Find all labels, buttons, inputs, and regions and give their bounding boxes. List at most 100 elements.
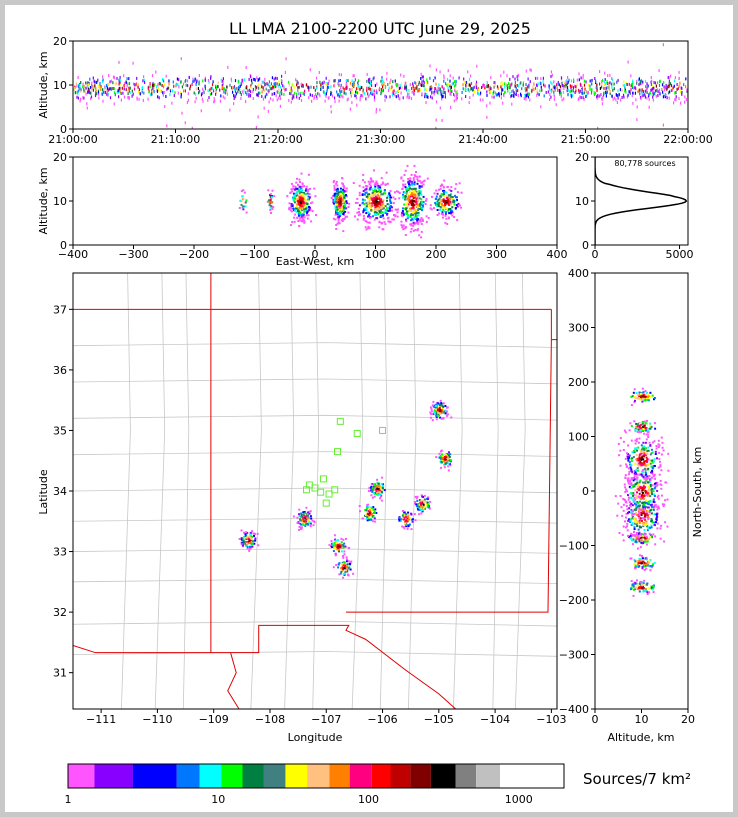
map-source-mark (296, 522, 299, 524)
map-source-mark (448, 457, 450, 460)
county-line (154, 273, 166, 709)
ew-source-mark (376, 182, 379, 185)
ew-source-mark (405, 189, 408, 192)
map-source-mark (379, 497, 382, 500)
time-source-mark (176, 77, 178, 81)
time-source-mark (270, 82, 272, 86)
ew-source-mark (306, 210, 309, 213)
map-source-mark (440, 457, 443, 460)
ew-source-mark (336, 187, 339, 190)
map-source-mark (244, 533, 247, 536)
ns-source-mark (641, 393, 644, 396)
ns-source-mark (640, 536, 643, 539)
ns-source-mark (644, 390, 647, 393)
time-source-mark (669, 90, 671, 94)
ew-source-mark (419, 208, 422, 210)
ew-source-mark (380, 209, 383, 212)
ns-source-mark (630, 508, 633, 511)
time-source-mark (314, 88, 316, 92)
ns-source-mark (648, 428, 651, 431)
ns-source-mark (648, 475, 651, 477)
time-source-mark (186, 79, 189, 83)
time-source-mark (300, 91, 302, 95)
time-source-mark (488, 88, 490, 92)
time-source-mark (210, 89, 212, 93)
time-source-mark (372, 92, 374, 96)
ns-source-mark (642, 510, 645, 513)
ew-source-mark (365, 220, 368, 223)
time-source-mark (186, 101, 188, 104)
ns-source-mark (633, 451, 636, 454)
map-source-mark (359, 510, 361, 513)
time-source-mark (634, 85, 636, 89)
ns-source-mark (636, 537, 639, 540)
ew-source-mark (298, 225, 301, 228)
ns-source-mark (646, 457, 649, 460)
map-source-mark (443, 463, 446, 466)
ew-source-mark (419, 206, 422, 209)
ns-source-mark (641, 557, 644, 560)
ns-source-mark (649, 565, 652, 568)
time-source-mark (656, 88, 659, 92)
time-source-mark (276, 98, 278, 102)
map-source-mark (410, 528, 413, 531)
time-source-mark (210, 75, 212, 79)
ew-source-mark (451, 206, 454, 209)
ns-source-mark (647, 433, 649, 436)
time-source-mark (478, 92, 480, 96)
ew-source-mark (404, 191, 406, 194)
time-source-mark (193, 79, 195, 83)
time-source-mark (540, 77, 542, 81)
ew-source-mark (436, 192, 439, 195)
ns-source-mark (642, 469, 645, 471)
time-source-mark (149, 85, 151, 89)
time-source-mark (290, 86, 292, 90)
time-source-mark (90, 88, 93, 92)
map-xtick-label: −111 (86, 713, 116, 726)
ew-source-mark (336, 190, 338, 193)
map-source-mark (342, 561, 345, 564)
time-source-mark (339, 95, 341, 99)
time-source-mark (180, 95, 182, 99)
time-source-mark (194, 77, 197, 81)
time-source-mark (596, 88, 598, 92)
time-source-mark (392, 80, 394, 84)
ns-source-mark (634, 540, 637, 543)
ew-source-mark (368, 193, 371, 196)
ns-source-mark (637, 528, 640, 531)
time-source-mark (679, 81, 681, 85)
time-source-mark (444, 92, 446, 96)
map-source-mark (342, 564, 345, 567)
ns-source-mark (636, 531, 638, 534)
ew-source-mark (394, 198, 397, 200)
county-line (182, 273, 190, 709)
ew-source-mark (267, 200, 270, 203)
ns-source-mark (631, 523, 634, 526)
ns-source-mark (643, 505, 646, 508)
ew-source-mark (446, 197, 448, 199)
time-source-mark (92, 88, 94, 92)
time-xtick-label: 21:30:00 (356, 133, 405, 146)
map-source-mark (430, 412, 432, 415)
ns-source-mark (635, 503, 638, 506)
time-source-mark (550, 95, 552, 99)
ew-source-mark (294, 188, 297, 191)
time-source-mark (215, 92, 217, 96)
map-source-mark (373, 489, 376, 492)
time-source-mark (658, 83, 661, 87)
ew-source-mark (305, 214, 308, 217)
ns-source-mark (636, 587, 639, 590)
map-source-mark (364, 509, 367, 512)
ew-source-mark (388, 207, 391, 210)
time-source-mark (259, 86, 261, 90)
ns-source-mark (639, 396, 642, 399)
ns-source-mark (629, 534, 632, 537)
time-source-mark (334, 96, 336, 100)
ew-source-mark (447, 199, 450, 202)
time-source-mark (369, 77, 371, 81)
ns-source-mark (643, 569, 646, 571)
county-line (73, 620, 557, 627)
time-source-mark (423, 81, 425, 85)
time-source-mark (261, 95, 263, 98)
